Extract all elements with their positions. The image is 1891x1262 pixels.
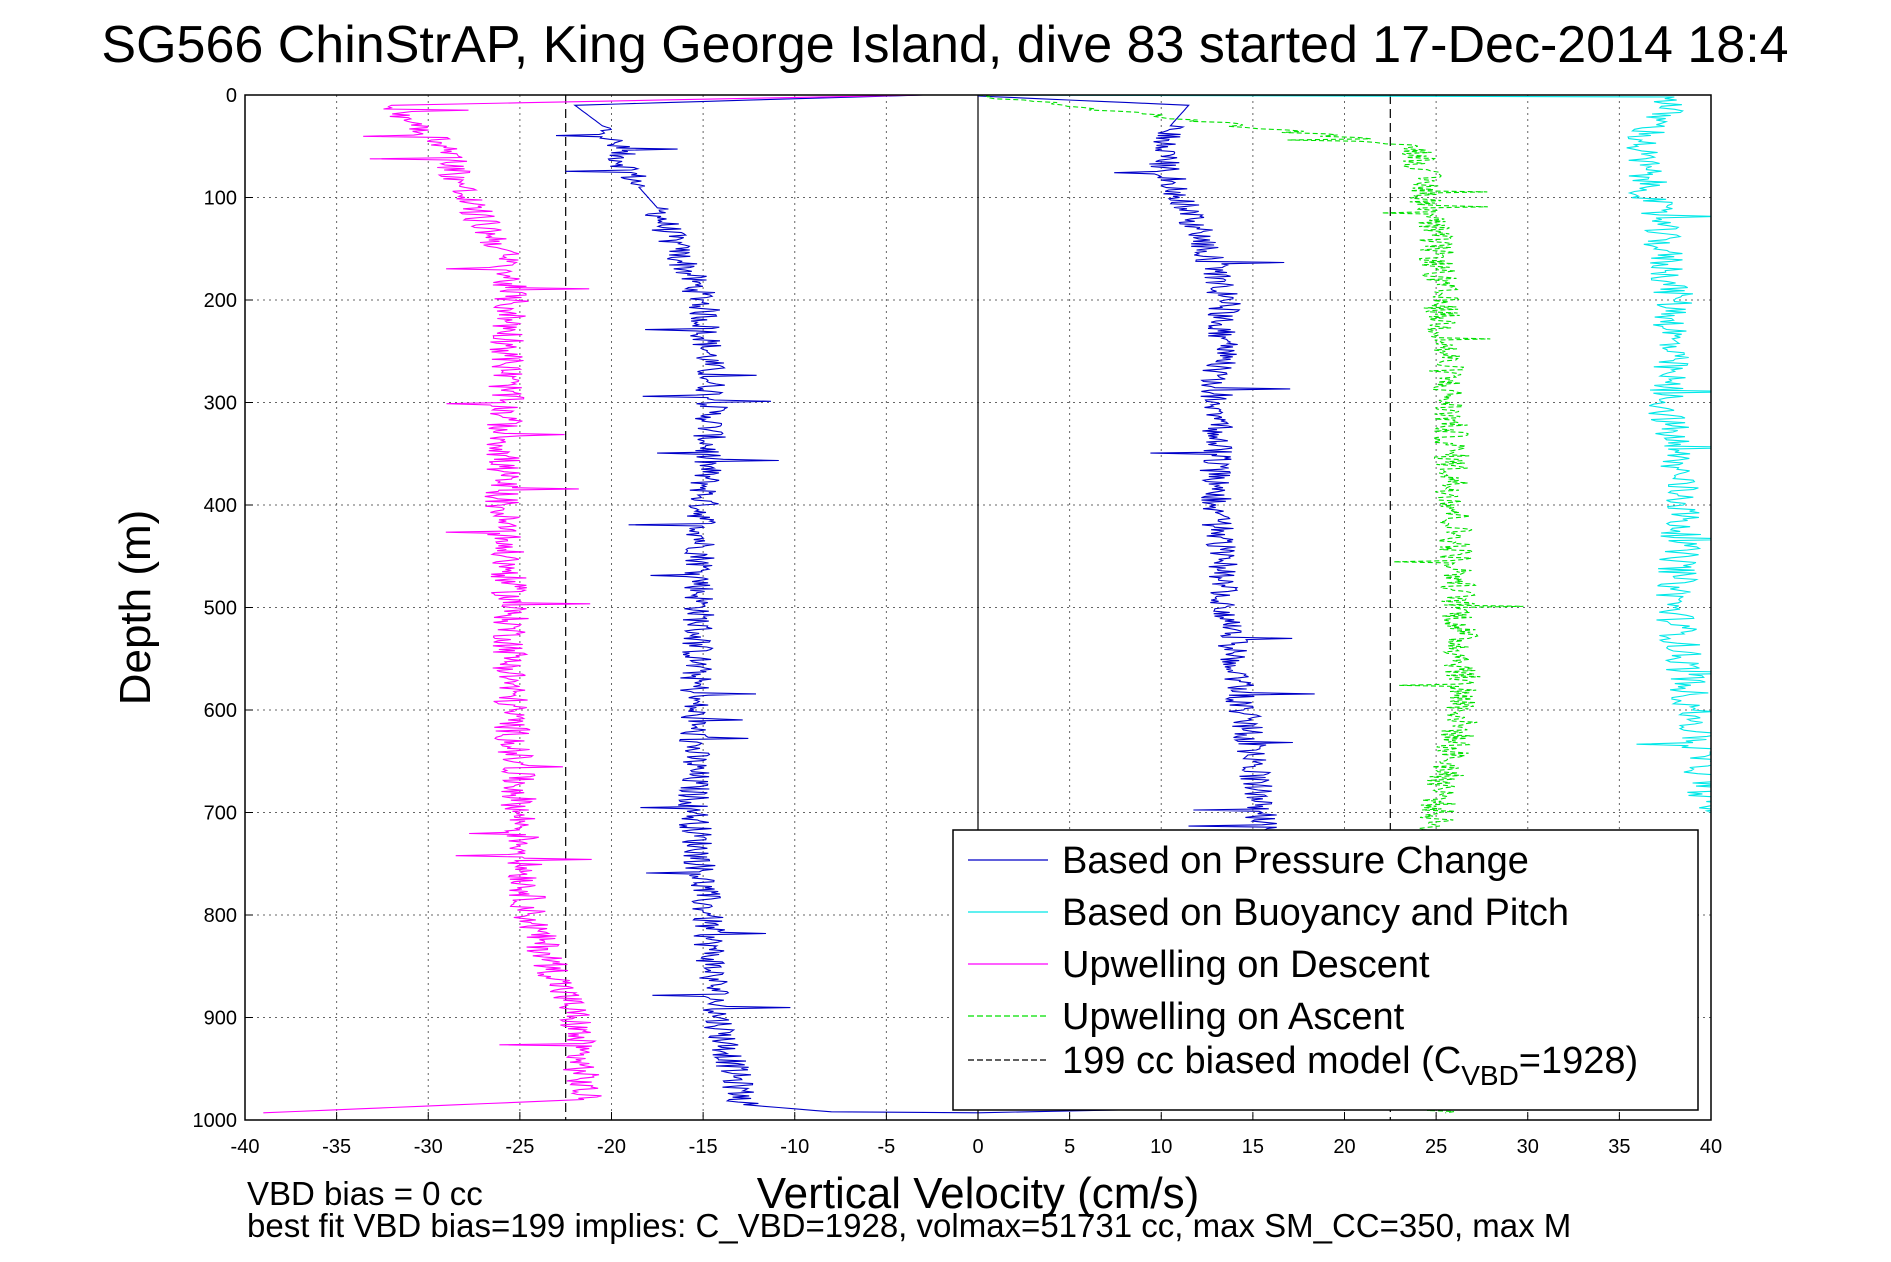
x-tick-label: -20 [597, 1136, 626, 1158]
y-tick-label: 600 [204, 700, 237, 722]
y-tick-label: 700 [204, 803, 237, 825]
x-tick-label: 20 [1333, 1136, 1355, 1158]
y-tick-label: 500 [204, 598, 237, 620]
x-tick-label: 30 [1517, 1136, 1539, 1158]
y-tick-label: 100 [204, 188, 237, 210]
x-axis-label: Vertical Velocity (cm/s) [757, 1169, 1200, 1218]
y-tick-label: 800 [204, 905, 237, 927]
legend: Based on Pressure Change Based on Buoyanc… [952, 829, 1699, 1111]
x-tick-label: -30 [414, 1136, 443, 1158]
y-axis-label: Depth (m) [111, 510, 160, 706]
x-tick-label: 10 [1150, 1136, 1172, 1158]
y-tick-label: 1000 [193, 1110, 238, 1132]
x-tick-label: -40 [231, 1136, 260, 1158]
legend-label-2: Upwelling on Descent [1062, 944, 1430, 986]
legend-box [952, 829, 1699, 1111]
series-line-2 [263, 95, 924, 1114]
axis-ticks: -40 -35 -30 -25 -20 -15 -10 -5 0 5 10 15 20 25 30 35 400… [193, 85, 1723, 1158]
y-tick-label: 0 [226, 85, 237, 107]
x-tick-label: 25 [1425, 1136, 1447, 1158]
x-tick-label: -5 [877, 1136, 895, 1158]
legend-label-3: Upwelling on Ascent [1062, 996, 1405, 1038]
series-line-1 [977, 95, 1711, 814]
footer-note-best-fit: best fit VBD bias=199 implies: C_VBD=192… [247, 1207, 1571, 1244]
series-line-0 [555, 95, 1315, 1114]
y-tick-label: 300 [204, 393, 237, 415]
y-tick-label: 400 [204, 495, 237, 517]
legend-label-4: 199 cc biased model (CVBD=1928) [1062, 1040, 1638, 1091]
x-tick-label: 0 [972, 1136, 983, 1158]
x-tick-label: 5 [1064, 1136, 1075, 1158]
y-tick-label: 900 [204, 1008, 237, 1030]
y-tick-label: 200 [204, 290, 237, 312]
chart-title: SG566 ChinStrAP, King George Island, div… [101, 16, 1788, 74]
x-tick-label: 15 [1242, 1136, 1264, 1158]
x-tick-label: -15 [689, 1136, 718, 1158]
legend-label-1: Based on Buoyancy and Pitch [1062, 892, 1569, 934]
footer-note-bias: VBD bias = 0 cc [247, 1175, 483, 1212]
x-tick-label: -35 [322, 1136, 351, 1158]
x-tick-label: -10 [780, 1136, 809, 1158]
x-tick-label: 35 [1608, 1136, 1630, 1158]
x-tick-label: -25 [505, 1136, 534, 1158]
x-tick-label: 40 [1700, 1136, 1722, 1158]
legend-label-0: Based on Pressure Change [1062, 840, 1529, 882]
